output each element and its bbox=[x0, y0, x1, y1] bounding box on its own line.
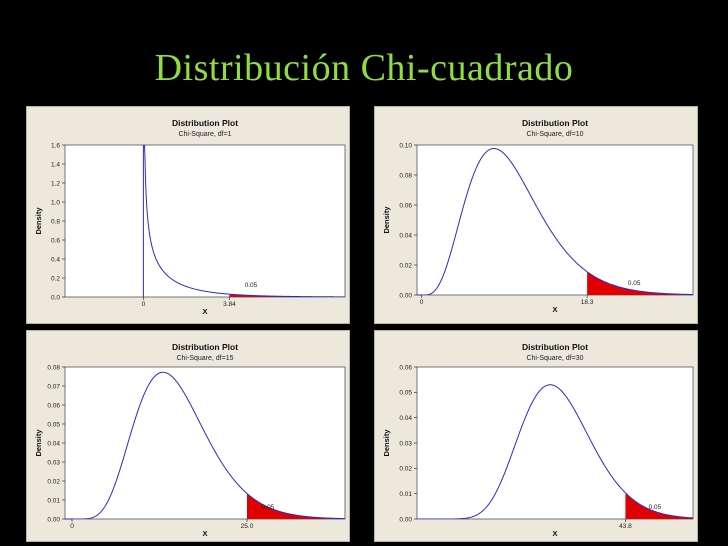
y-tick-label: 0.04 bbox=[47, 440, 60, 447]
chart-title: Distribution Plot bbox=[522, 342, 588, 352]
y-tick-label: 0.01 bbox=[47, 497, 60, 504]
y-tick-label: 0.8 bbox=[51, 218, 60, 225]
y-tick-label: 0.10 bbox=[399, 142, 412, 149]
chart-panel-df1: Distribution Plot Chi-Square, df=1 0.0 0.2 0… bbox=[26, 106, 350, 324]
y-tick-label: 1.6 bbox=[51, 142, 60, 149]
y-tick-label: 0.05 bbox=[399, 390, 412, 397]
x-tick-label: 18.3 bbox=[581, 299, 594, 306]
plot-area bbox=[64, 366, 346, 520]
chart-panel-df15: Distribution Plot Chi-Square, df=15 0.00 0.… bbox=[26, 330, 350, 542]
rejection-region bbox=[229, 294, 345, 297]
x-tick-label: 3.84 bbox=[223, 301, 236, 308]
y-tick-label: 0.06 bbox=[399, 364, 412, 371]
tail-area-label: 0.05 bbox=[628, 280, 641, 287]
rejection-region bbox=[625, 492, 693, 519]
x-axis-label: X bbox=[202, 307, 207, 316]
chart-df30: Distribution Plot Chi-Square, df=30 0.00 0.… bbox=[382, 342, 694, 538]
plot-area bbox=[64, 144, 346, 298]
y-tick-label: 0.00 bbox=[399, 292, 412, 299]
chart-subtitle: Chi-Square, df=15 bbox=[176, 355, 233, 362]
x-axis-label: X bbox=[202, 529, 207, 538]
y-axis-label: Density bbox=[382, 429, 391, 457]
x-axis-label: X bbox=[552, 529, 557, 538]
chart-df1: Distribution Plot Chi-Square, df=1 0.0 0.2 0… bbox=[34, 118, 346, 316]
x-tick-label: 0 bbox=[70, 523, 74, 530]
y-axis-label: Density bbox=[34, 429, 43, 457]
chart-subtitle: Chi-Square, df=1 bbox=[178, 131, 231, 138]
plot-area bbox=[416, 366, 694, 520]
y-tick-label: 0.06 bbox=[399, 202, 412, 209]
chart-subtitle: Chi-Square, df=10 bbox=[526, 131, 583, 138]
y-tick-label: 1.4 bbox=[51, 161, 60, 168]
x-axis-label: X bbox=[552, 305, 557, 314]
y-tick-label: 1.2 bbox=[51, 180, 60, 187]
y-tick-label: 0.07 bbox=[47, 383, 60, 390]
tail-area-label: 0.05 bbox=[649, 504, 662, 511]
y-tick-label: 0.03 bbox=[47, 459, 60, 466]
rejection-region bbox=[247, 493, 345, 519]
chart-panel-df30: Distribution Plot Chi-Square, df=30 0.00 0.… bbox=[374, 330, 698, 542]
y-axis-label: Density bbox=[34, 207, 43, 235]
x-tick-label: 25.0 bbox=[241, 523, 254, 530]
y-tick-label: 0.01 bbox=[399, 491, 412, 498]
y-tick-label: 0.03 bbox=[399, 440, 412, 447]
y-tick-label: 0.00 bbox=[47, 516, 60, 523]
chart-panel-df10: Distribution Plot Chi-Square, df=10 0.00 0.… bbox=[374, 106, 698, 324]
chart-title: Distribution Plot bbox=[172, 118, 238, 128]
x-tick-label: 0 bbox=[420, 299, 424, 306]
y-tick-label: 0.04 bbox=[399, 232, 412, 239]
y-tick-label: 0.4 bbox=[51, 256, 60, 263]
plot-area bbox=[416, 144, 694, 296]
tail-area-label: 0.05 bbox=[245, 282, 258, 289]
x-tick-label: 0 bbox=[142, 301, 146, 308]
y-tick-label: 0.02 bbox=[47, 478, 60, 485]
y-tick-label: 1.0 bbox=[51, 199, 60, 206]
y-tick-label: 0.02 bbox=[399, 262, 412, 269]
y-tick-label: 0.00 bbox=[399, 516, 412, 523]
y-tick-label: 0.02 bbox=[399, 466, 412, 473]
density-curve bbox=[143, 145, 345, 297]
y-tick-label: 0.05 bbox=[47, 421, 60, 428]
y-tick-label: 0.08 bbox=[47, 364, 60, 371]
y-tick-label: 0.08 bbox=[399, 172, 412, 179]
y-tick-label: 0.06 bbox=[47, 402, 60, 409]
chart-df10: Distribution Plot Chi-Square, df=10 0.00 0.… bbox=[382, 118, 694, 314]
tail-area-label: 0.05 bbox=[262, 504, 275, 511]
chart-df15: Distribution Plot Chi-Square, df=15 0.00 0.… bbox=[34, 342, 346, 538]
density-curve bbox=[72, 371, 345, 519]
y-tick-label: 0.0 bbox=[51, 294, 60, 301]
x-tick-label: 43.8 bbox=[619, 523, 632, 530]
chart-title: Distribution Plot bbox=[522, 118, 588, 128]
density-curve bbox=[417, 384, 693, 519]
density-curve bbox=[421, 147, 693, 295]
y-tick-label: 0.6 bbox=[51, 237, 60, 244]
chart-subtitle: Chi-Square, df=30 bbox=[526, 355, 583, 362]
rejection-region bbox=[587, 271, 693, 295]
slide-title: Distribución Chi-cuadrado bbox=[154, 47, 574, 89]
y-axis-label: Density bbox=[382, 206, 391, 234]
chart-title: Distribution Plot bbox=[172, 342, 238, 352]
y-tick-label: 0.2 bbox=[51, 275, 60, 282]
y-tick-label: 0.04 bbox=[399, 415, 412, 422]
